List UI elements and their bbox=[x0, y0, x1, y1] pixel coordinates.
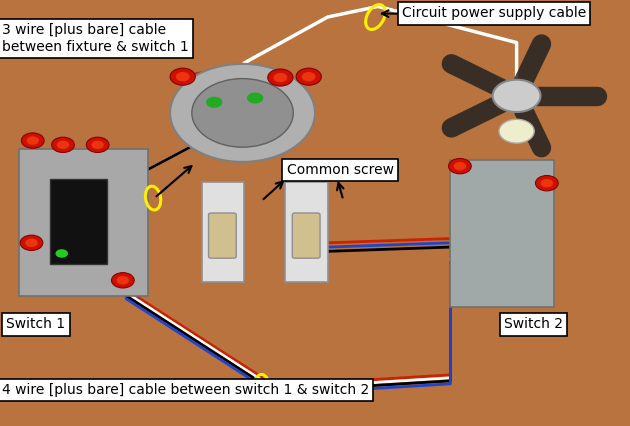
Circle shape bbox=[86, 137, 109, 153]
Circle shape bbox=[170, 68, 195, 85]
FancyBboxPatch shape bbox=[50, 179, 107, 264]
FancyBboxPatch shape bbox=[202, 182, 244, 282]
FancyBboxPatch shape bbox=[209, 213, 236, 258]
Circle shape bbox=[57, 141, 69, 149]
Text: 3 wire [plus bare] cable
between fixture & switch 1: 3 wire [plus bare] cable between fixture… bbox=[2, 23, 188, 54]
Circle shape bbox=[247, 92, 263, 104]
FancyBboxPatch shape bbox=[285, 182, 328, 282]
Circle shape bbox=[493, 80, 541, 112]
Circle shape bbox=[296, 68, 321, 85]
Circle shape bbox=[454, 162, 466, 170]
Circle shape bbox=[192, 78, 293, 147]
FancyBboxPatch shape bbox=[292, 213, 320, 258]
Circle shape bbox=[449, 158, 471, 174]
Text: Switch 2: Switch 2 bbox=[504, 317, 563, 331]
Circle shape bbox=[541, 179, 553, 187]
Circle shape bbox=[273, 73, 287, 82]
Circle shape bbox=[26, 136, 39, 145]
FancyBboxPatch shape bbox=[450, 160, 554, 307]
Circle shape bbox=[25, 239, 38, 247]
Circle shape bbox=[499, 119, 534, 143]
Circle shape bbox=[176, 72, 190, 81]
FancyBboxPatch shape bbox=[19, 149, 148, 296]
Circle shape bbox=[302, 72, 316, 81]
Text: Common screw: Common screw bbox=[287, 163, 394, 177]
Circle shape bbox=[91, 141, 104, 149]
Text: Circuit power supply cable: Circuit power supply cable bbox=[402, 6, 586, 20]
Text: 4 wire [plus bare] cable between switch 1 & switch 2: 4 wire [plus bare] cable between switch … bbox=[2, 383, 369, 397]
Circle shape bbox=[112, 273, 134, 288]
Circle shape bbox=[117, 276, 129, 285]
Circle shape bbox=[170, 64, 315, 162]
Circle shape bbox=[20, 235, 43, 250]
Circle shape bbox=[55, 249, 68, 258]
Circle shape bbox=[21, 133, 44, 148]
Circle shape bbox=[52, 137, 74, 153]
Circle shape bbox=[268, 69, 293, 86]
Circle shape bbox=[206, 97, 222, 108]
Text: Switch 1: Switch 1 bbox=[6, 317, 66, 331]
Circle shape bbox=[536, 176, 558, 191]
